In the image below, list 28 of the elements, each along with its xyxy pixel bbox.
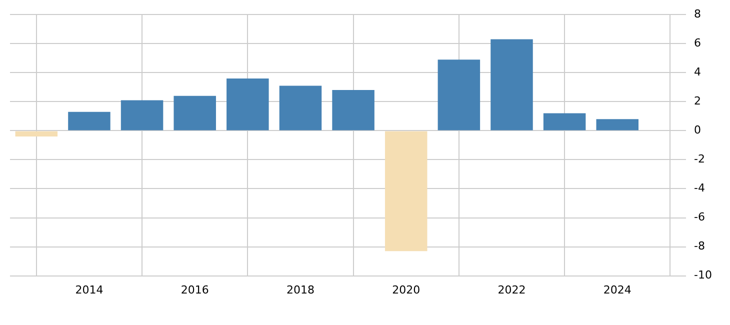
y-tick-label: -4 bbox=[694, 182, 706, 195]
bar bbox=[543, 113, 586, 130]
y-tick-label: 8 bbox=[694, 7, 702, 20]
y-tick-label: 2 bbox=[694, 94, 702, 108]
y-tick-label: -10 bbox=[694, 268, 712, 282]
bar bbox=[226, 78, 269, 130]
y-tick-label: -2 bbox=[694, 152, 705, 166]
bar bbox=[332, 90, 374, 130]
bar bbox=[68, 112, 110, 130]
x-tick-label: 2022 bbox=[498, 283, 526, 296]
bar bbox=[438, 60, 480, 130]
x-tick-label: 2024 bbox=[603, 283, 632, 296]
y-tick-label: -6 bbox=[694, 210, 706, 224]
bar bbox=[384, 131, 428, 252]
x-tick-label: 2018 bbox=[286, 283, 314, 296]
y-tick-label: 6 bbox=[694, 36, 702, 50]
y-tick-label: 4 bbox=[694, 66, 702, 79]
x-tick-label: 2014 bbox=[75, 283, 104, 296]
bar bbox=[15, 131, 58, 136]
x-tick-label: 2020 bbox=[392, 283, 420, 296]
bar bbox=[174, 96, 216, 130]
x-tick-label: 2016 bbox=[180, 283, 209, 296]
y-tick-label: -8 bbox=[694, 240, 706, 253]
bar bbox=[596, 119, 638, 130]
bar bbox=[279, 86, 322, 130]
bar bbox=[120, 100, 164, 130]
bar bbox=[490, 39, 533, 130]
y-tick-label: 0 bbox=[694, 124, 702, 137]
